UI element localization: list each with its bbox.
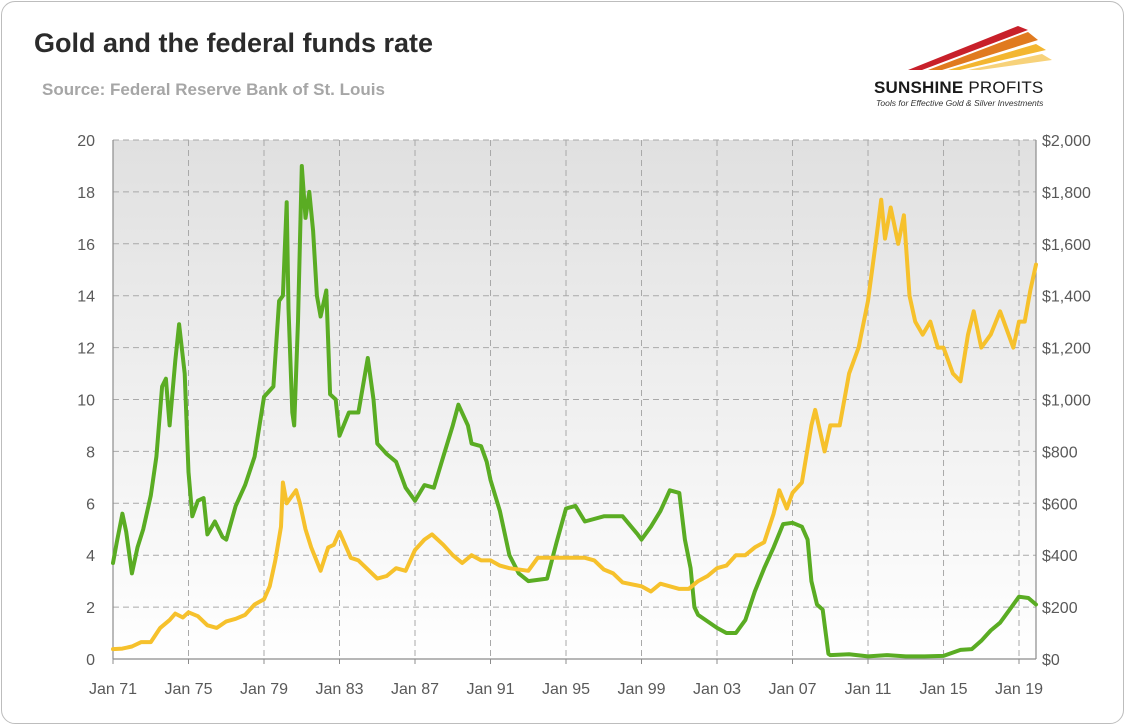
y-left-tick-label: 4 <box>86 548 95 565</box>
x-tick-label: Jan 95 <box>542 681 590 698</box>
tick-labels: 0 $0 2 $200 4 $400 6 $600 8 $800 10 $1,000 12 $1,200 1… <box>77 133 1091 698</box>
x-tick-label: Jan 75 <box>164 681 212 698</box>
y-right-tick-label: $400 <box>1042 548 1078 565</box>
x-tick-label: Jan 83 <box>315 681 363 698</box>
sunshine-rays-icon <box>908 26 1052 70</box>
y-left-tick-label: 14 <box>77 289 95 306</box>
logo-name: SUNSHINE PROFITS <box>874 78 1044 97</box>
x-tick-label: Jan 03 <box>693 681 741 698</box>
y-right-tick-label: $2,000 <box>1042 133 1091 150</box>
y-left-tick-label: 0 <box>86 652 95 669</box>
gridlines <box>112 139 1036 659</box>
y-left-tick-label: 10 <box>77 393 95 410</box>
x-tick-label: Jan 79 <box>240 681 288 698</box>
x-tick-label: Jan 15 <box>919 681 967 698</box>
y-left-tick-label: 18 <box>77 185 95 202</box>
y-right-tick-label: $1,600 <box>1042 237 1091 254</box>
logo-tagline: Tools for Effective Gold & Silver Invest… <box>876 98 1044 108</box>
y-right-tick-label: $1,400 <box>1042 289 1091 306</box>
x-tick-label: Jan 71 <box>89 681 137 698</box>
series-line-fed-funds <box>111 164 1038 659</box>
series-line-gold <box>111 197 1038 652</box>
sunshine-profits-logo: SUNSHINE PROFITS Tools for Effective Gol… <box>868 18 1068 110</box>
y-right-tick-label: $0 <box>1042 652 1060 669</box>
x-tick-label: Jan 99 <box>617 681 665 698</box>
series-lines <box>111 164 1038 659</box>
y-left-tick-label: 12 <box>77 341 95 358</box>
y-left-tick-label: 20 <box>77 133 95 150</box>
y-left-tick-label: 6 <box>86 496 95 513</box>
chart-title: Gold and the federal funds rate <box>34 28 434 58</box>
x-tick-label: Jan 07 <box>768 681 816 698</box>
y-left-tick-label: 2 <box>86 600 95 617</box>
y-left-tick-label: 8 <box>86 444 95 461</box>
y-right-tick-label: $1,800 <box>1042 185 1091 202</box>
y-right-tick-label: $1,000 <box>1042 393 1091 410</box>
y-right-tick-label: $1,200 <box>1042 341 1091 358</box>
y-right-tick-label: $800 <box>1042 444 1078 461</box>
y-right-tick-label: $200 <box>1042 600 1078 617</box>
chart-source: Source: Federal Reserve Bank of St. Loui… <box>42 80 385 99</box>
x-tick-label: Jan 87 <box>391 681 439 698</box>
x-tick-label: Jan 11 <box>845 681 892 698</box>
x-tick-label: Jan 19 <box>995 681 1043 698</box>
y-left-tick-label: 16 <box>77 237 95 254</box>
axes <box>112 140 1037 664</box>
x-tick-label: Jan 91 <box>466 681 514 698</box>
y-right-tick-label: $600 <box>1042 496 1078 513</box>
